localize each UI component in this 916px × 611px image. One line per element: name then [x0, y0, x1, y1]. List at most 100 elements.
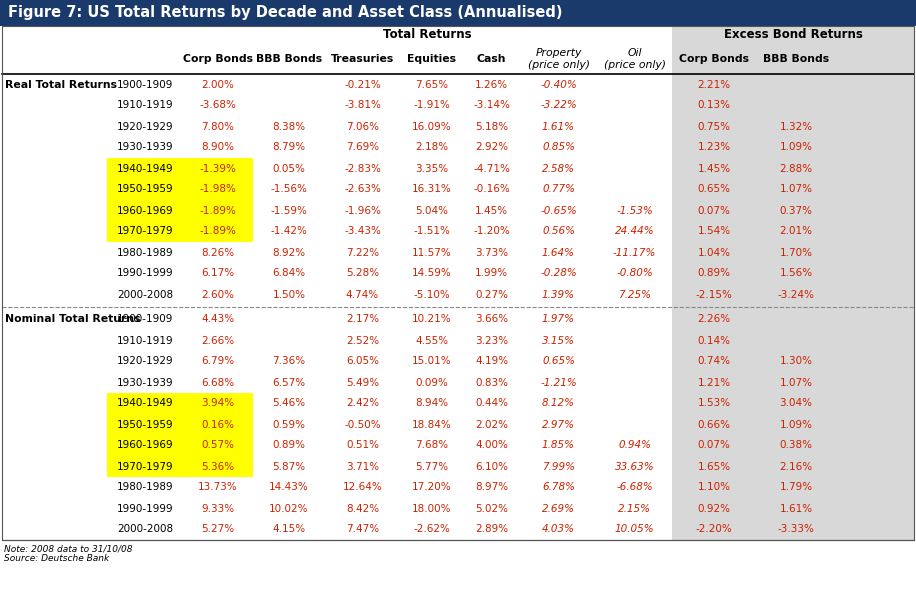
Text: 14.43%: 14.43% — [269, 483, 309, 492]
Text: 6.84%: 6.84% — [272, 268, 306, 279]
Text: 2.52%: 2.52% — [346, 335, 379, 345]
Text: -1.91%: -1.91% — [413, 100, 450, 111]
Text: 3.04%: 3.04% — [780, 398, 812, 409]
Text: Corp Bonds: Corp Bonds — [183, 54, 253, 64]
Text: -3.14%: -3.14% — [473, 100, 510, 111]
Text: -0.16%: -0.16% — [474, 185, 510, 194]
Text: -3.43%: -3.43% — [344, 227, 381, 236]
Text: 8.92%: 8.92% — [272, 247, 306, 257]
Bar — [107, 435, 253, 456]
Text: 17.20%: 17.20% — [411, 483, 452, 492]
Text: 15.01%: 15.01% — [411, 356, 452, 367]
Text: 4.03%: 4.03% — [542, 524, 575, 535]
Text: 1.26%: 1.26% — [474, 79, 508, 89]
Text: 1.97%: 1.97% — [542, 315, 575, 324]
Text: 1910-1919: 1910-1919 — [116, 100, 173, 111]
Text: -2.15%: -2.15% — [695, 290, 733, 299]
Text: 1980-1989: 1980-1989 — [116, 483, 173, 492]
Text: 5.04%: 5.04% — [415, 205, 448, 216]
Text: 0.37%: 0.37% — [780, 205, 812, 216]
Text: 0.07%: 0.07% — [698, 205, 730, 216]
Text: 0.65%: 0.65% — [542, 356, 575, 367]
Text: 1.54%: 1.54% — [697, 227, 731, 236]
Text: 2.42%: 2.42% — [346, 398, 379, 409]
Text: 0.05%: 0.05% — [273, 164, 305, 174]
Text: 1.50%: 1.50% — [272, 290, 306, 299]
Text: 24.44%: 24.44% — [615, 227, 654, 236]
Bar — [672, 26, 914, 540]
Text: -0.65%: -0.65% — [540, 205, 577, 216]
Text: 8.38%: 8.38% — [272, 122, 306, 131]
Text: 5.28%: 5.28% — [346, 268, 379, 279]
Text: 6.68%: 6.68% — [202, 378, 234, 387]
Text: 0.75%: 0.75% — [697, 122, 730, 131]
Text: 7.68%: 7.68% — [415, 441, 448, 450]
Text: Oil
(price only): Oil (price only) — [604, 48, 666, 70]
Text: 2.26%: 2.26% — [697, 315, 731, 324]
Text: 1900-1909: 1900-1909 — [117, 315, 173, 324]
Text: 1920-1929: 1920-1929 — [116, 356, 173, 367]
Bar — [107, 414, 253, 435]
Text: -2.83%: -2.83% — [344, 164, 381, 174]
Text: 0.65%: 0.65% — [697, 185, 730, 194]
Text: -1.42%: -1.42% — [270, 227, 308, 236]
Text: -0.50%: -0.50% — [344, 420, 381, 430]
Text: 1940-1949: 1940-1949 — [116, 398, 173, 409]
Text: Excess Bond Returns: Excess Bond Returns — [724, 29, 863, 42]
Text: 7.99%: 7.99% — [542, 461, 575, 472]
Text: 0.51%: 0.51% — [346, 441, 379, 450]
Bar — [107, 158, 253, 179]
Text: 5.36%: 5.36% — [202, 461, 234, 472]
Bar — [107, 221, 253, 242]
Text: 0.09%: 0.09% — [415, 378, 448, 387]
Text: 4.00%: 4.00% — [475, 441, 508, 450]
Text: 6.10%: 6.10% — [475, 461, 508, 472]
Text: 1.32%: 1.32% — [780, 122, 812, 131]
Text: 0.92%: 0.92% — [697, 503, 730, 513]
Text: 1910-1919: 1910-1919 — [116, 335, 173, 345]
Text: 1.09%: 1.09% — [780, 142, 812, 153]
Text: 10.05%: 10.05% — [615, 524, 654, 535]
Text: 0.94%: 0.94% — [618, 441, 651, 450]
Text: 2000-2008: 2000-2008 — [117, 290, 173, 299]
Text: 2.69%: 2.69% — [542, 503, 575, 513]
Text: 1990-1999: 1990-1999 — [116, 503, 173, 513]
Text: 2.92%: 2.92% — [474, 142, 508, 153]
Text: 3.66%: 3.66% — [474, 315, 508, 324]
Text: 1.64%: 1.64% — [542, 247, 575, 257]
Text: 8.12%: 8.12% — [542, 398, 575, 409]
Text: 7.25%: 7.25% — [618, 290, 651, 299]
Bar — [107, 179, 253, 200]
Text: 8.26%: 8.26% — [202, 247, 234, 257]
Text: Cash: Cash — [476, 54, 507, 64]
Text: 1.79%: 1.79% — [780, 483, 812, 492]
Text: 18.00%: 18.00% — [412, 503, 452, 513]
Text: 13.73%: 13.73% — [198, 483, 238, 492]
Text: 2.18%: 2.18% — [415, 142, 448, 153]
Text: Equities: Equities — [407, 54, 456, 64]
Text: 0.83%: 0.83% — [475, 378, 508, 387]
Text: 1960-1969: 1960-1969 — [116, 441, 173, 450]
Text: BBB Bonds: BBB Bonds — [256, 54, 322, 64]
Text: -1.39%: -1.39% — [200, 164, 236, 174]
Text: 3.15%: 3.15% — [542, 335, 575, 345]
Text: 7.65%: 7.65% — [415, 79, 448, 89]
Text: 3.23%: 3.23% — [474, 335, 508, 345]
Text: 2.66%: 2.66% — [202, 335, 234, 345]
Text: 8.97%: 8.97% — [474, 483, 508, 492]
Text: 3.94%: 3.94% — [202, 398, 234, 409]
Text: 16.31%: 16.31% — [411, 185, 452, 194]
Text: 4.74%: 4.74% — [346, 290, 379, 299]
Text: 2.02%: 2.02% — [475, 420, 508, 430]
Text: 1990-1999: 1990-1999 — [116, 268, 173, 279]
Text: 4.55%: 4.55% — [415, 335, 448, 345]
Text: 5.02%: 5.02% — [475, 503, 508, 513]
Text: 1950-1959: 1950-1959 — [116, 185, 173, 194]
Text: 1.04%: 1.04% — [697, 247, 730, 257]
Text: -1.89%: -1.89% — [200, 205, 236, 216]
Text: 5.18%: 5.18% — [474, 122, 508, 131]
Text: 7.69%: 7.69% — [346, 142, 379, 153]
Text: -6.68%: -6.68% — [616, 483, 653, 492]
Text: 2.89%: 2.89% — [474, 524, 508, 535]
Text: 1960-1969: 1960-1969 — [116, 205, 173, 216]
